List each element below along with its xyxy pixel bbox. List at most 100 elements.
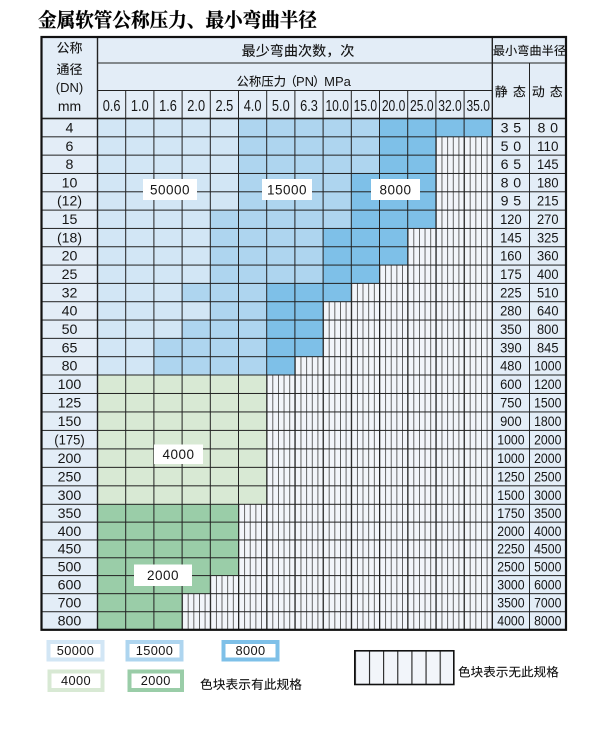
svg-text:125: 125 <box>58 396 82 412</box>
svg-text:200: 200 <box>58 451 82 467</box>
svg-text:50000: 50000 <box>150 182 190 197</box>
svg-text:15.0: 15.0 <box>354 98 378 115</box>
svg-text:1.6: 1.6 <box>159 98 177 115</box>
svg-text:25: 25 <box>62 267 78 283</box>
svg-text:100: 100 <box>58 377 82 393</box>
svg-text:175: 175 <box>500 267 522 283</box>
svg-text:2500: 2500 <box>497 560 524 576</box>
svg-text:6: 6 <box>66 139 74 155</box>
svg-text:MPa: MPa <box>324 74 352 89</box>
svg-text:845: 845 <box>537 340 559 356</box>
svg-text:325: 325 <box>537 230 559 246</box>
svg-text:1500: 1500 <box>534 396 561 412</box>
svg-text:4000: 4000 <box>534 524 561 540</box>
svg-text:1500: 1500 <box>497 488 524 504</box>
svg-text:2000: 2000 <box>147 568 179 583</box>
svg-text:6000: 6000 <box>534 577 561 593</box>
svg-text:10: 10 <box>62 175 78 191</box>
svg-text:600: 600 <box>58 577 82 593</box>
svg-text:120: 120 <box>500 212 522 228</box>
svg-text:400: 400 <box>537 267 559 283</box>
svg-text:2500: 2500 <box>534 469 561 485</box>
svg-text:15: 15 <box>62 212 78 228</box>
svg-text:PN: PN <box>296 74 314 89</box>
svg-text:3000: 3000 <box>534 488 561 504</box>
svg-text:480: 480 <box>500 359 522 375</box>
svg-text:35.0: 35.0 <box>466 98 490 115</box>
svg-text:640: 640 <box>537 304 559 320</box>
svg-text:390: 390 <box>500 340 522 356</box>
svg-text:32.0: 32.0 <box>438 98 462 115</box>
svg-text:(18): (18) <box>57 230 82 246</box>
svg-text:2250: 2250 <box>497 542 524 558</box>
svg-text:800: 800 <box>537 322 559 338</box>
svg-text:1000: 1000 <box>497 432 524 448</box>
svg-text:450: 450 <box>58 542 82 558</box>
svg-text:7000: 7000 <box>534 596 561 612</box>
svg-text:15000: 15000 <box>267 182 307 197</box>
svg-text:1250: 1250 <box>497 469 524 485</box>
svg-text:225: 225 <box>500 285 522 301</box>
svg-text:160: 160 <box>500 249 522 265</box>
svg-text:4: 4 <box>66 121 74 137</box>
svg-text:1200: 1200 <box>534 377 561 393</box>
svg-text:250: 250 <box>58 469 82 485</box>
svg-text:8000: 8000 <box>235 643 265 658</box>
svg-text:400: 400 <box>58 524 82 540</box>
svg-text:1000: 1000 <box>534 359 561 375</box>
svg-text:2000: 2000 <box>141 673 171 688</box>
svg-text:1.0: 1.0 <box>131 98 149 115</box>
svg-text:(DN): (DN) <box>56 80 83 95</box>
svg-text:1750: 1750 <box>497 506 524 522</box>
svg-text:360: 360 <box>537 249 559 265</box>
svg-text:145: 145 <box>537 157 559 173</box>
svg-text:150: 150 <box>58 414 82 430</box>
svg-text:2000: 2000 <box>497 524 524 540</box>
svg-text:50: 50 <box>62 322 78 338</box>
svg-text:215: 215 <box>537 194 559 210</box>
svg-text:20: 20 <box>62 249 78 265</box>
svg-text:510: 510 <box>537 285 559 301</box>
svg-text:270: 270 <box>537 212 559 228</box>
svg-text:2000: 2000 <box>534 432 561 448</box>
svg-text:5000: 5000 <box>534 560 561 576</box>
svg-text:8000: 8000 <box>534 614 561 630</box>
svg-text:3500: 3500 <box>534 506 561 522</box>
svg-text:900: 900 <box>500 414 522 430</box>
svg-text:40: 40 <box>62 304 78 320</box>
svg-text:110: 110 <box>537 139 559 155</box>
svg-text:8000: 8000 <box>379 182 411 197</box>
svg-text:2000: 2000 <box>534 451 561 467</box>
svg-text:mm: mm <box>58 98 81 114</box>
svg-text:300: 300 <box>58 488 82 504</box>
svg-text:4500: 4500 <box>534 542 561 558</box>
svg-text:350: 350 <box>58 506 82 522</box>
svg-text:2.0: 2.0 <box>187 98 205 115</box>
svg-text:600: 600 <box>500 377 522 393</box>
svg-text:4000: 4000 <box>162 447 194 462</box>
svg-text:1800: 1800 <box>534 414 561 430</box>
svg-text:15000: 15000 <box>136 643 174 658</box>
svg-text:50000: 50000 <box>57 643 95 658</box>
svg-text:180: 180 <box>537 175 559 191</box>
svg-text:5.0: 5.0 <box>272 98 290 115</box>
svg-text:1000: 1000 <box>497 451 524 467</box>
svg-text:2.5: 2.5 <box>216 98 234 115</box>
svg-text:750: 750 <box>500 396 522 412</box>
svg-text:145: 145 <box>500 230 522 246</box>
svg-text:3000: 3000 <box>497 577 524 593</box>
svg-text:3500: 3500 <box>497 596 524 612</box>
svg-text:6.3: 6.3 <box>300 98 318 115</box>
svg-text:4.0: 4.0 <box>244 98 262 115</box>
svg-text:800: 800 <box>58 614 82 630</box>
svg-text:10.0: 10.0 <box>325 98 349 115</box>
svg-text:32: 32 <box>62 285 78 301</box>
svg-text:(12): (12) <box>57 194 82 210</box>
svg-text:80: 80 <box>62 359 78 375</box>
svg-text:20.0: 20.0 <box>382 98 406 115</box>
svg-text:(175): (175) <box>54 432 85 448</box>
svg-text:700: 700 <box>58 596 82 612</box>
svg-text:0.6: 0.6 <box>103 98 121 115</box>
svg-text:25.0: 25.0 <box>410 98 434 115</box>
svg-text:500: 500 <box>58 560 82 576</box>
